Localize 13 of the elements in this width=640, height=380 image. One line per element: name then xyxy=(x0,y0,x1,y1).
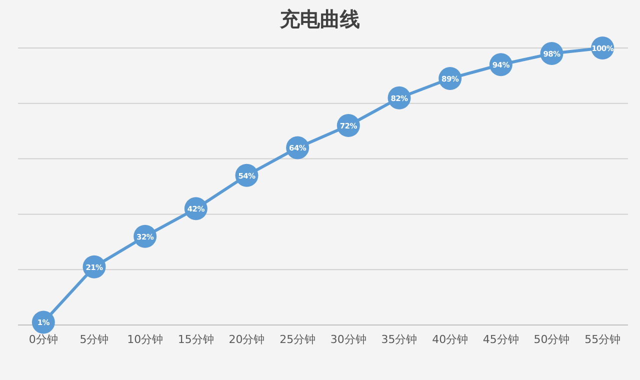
x-tick-label: 0分钟 xyxy=(28,333,58,346)
x-tick-label: 5分钟 xyxy=(80,333,109,346)
x-tick-label: 45分钟 xyxy=(482,333,519,346)
x-tick-label: 10分钟 xyxy=(127,333,164,346)
x-tick-label: 35分钟 xyxy=(381,333,418,346)
x-tick-label: 25分钟 xyxy=(280,333,316,346)
x-tick-label: 20分钟 xyxy=(228,333,265,346)
chart-title: 充电曲线 xyxy=(279,7,360,31)
x-tick-label: 50分钟 xyxy=(534,333,570,346)
x-tick-label: 40分钟 xyxy=(432,333,468,346)
x-tick-label: 30分钟 xyxy=(330,333,366,346)
x-tick-label: 15分钟 xyxy=(178,333,214,346)
x-tick-label: 55分钟 xyxy=(584,333,621,346)
